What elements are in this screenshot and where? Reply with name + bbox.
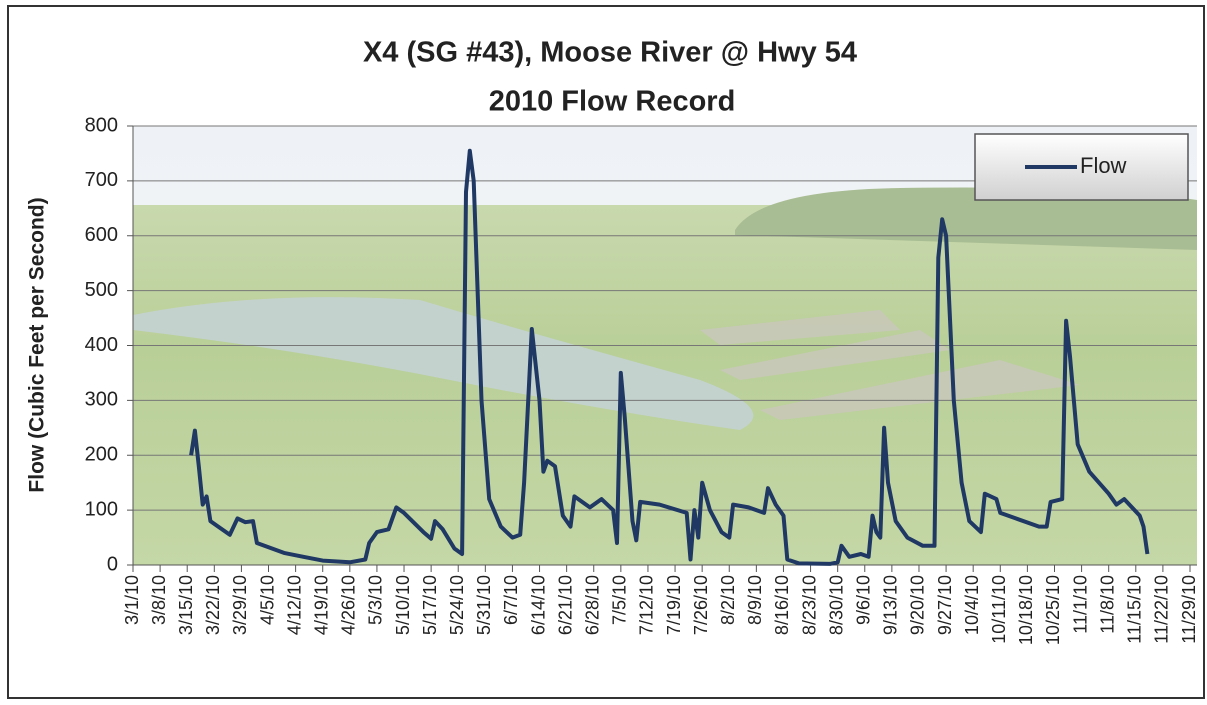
chart-subtitle: 2010 Flow Record (489, 86, 736, 118)
x-tick-label: 4/5/10 (257, 575, 277, 625)
x-tick-label: 8/23/10 (799, 575, 819, 635)
x-tick-label: 7/19/10 (664, 575, 684, 635)
x-tick-label: 8/16/10 (772, 575, 792, 635)
page: X4 (SG #43), Moose River @ Hwy 54 2010 F… (0, 0, 1207, 705)
x-tick-label: 11/15/10 (1125, 575, 1145, 644)
y-tick-label: 0 (107, 553, 118, 575)
x-tick-label: 5/24/10 (447, 575, 467, 635)
y-tick-label: 100 (85, 498, 118, 520)
x-tick-label: 3/1/10 (122, 575, 142, 625)
x-tick-label: 3/8/10 (149, 575, 169, 625)
x-tick-label: 8/2/10 (718, 575, 738, 625)
y-tick-label: 300 (85, 389, 118, 411)
x-tick-label: 10/18/10 (1016, 575, 1036, 645)
x-tick-label: 10/11/10 (989, 575, 1009, 644)
y-tick-label: 700 (85, 169, 118, 191)
x-tick-label: 4/26/10 (339, 575, 359, 635)
x-tick-label: 6/28/10 (582, 575, 602, 635)
x-tick-label: 7/12/10 (637, 575, 657, 635)
x-tick-label: 3/29/10 (230, 575, 250, 635)
x-tick-label: 9/6/10 (854, 575, 874, 625)
x-tick-label: 10/25/10 (1043, 575, 1063, 645)
x-tick-label: 3/22/10 (203, 575, 223, 635)
x-tick-label: 5/3/10 (366, 575, 386, 625)
x-tick-label: 5/31/10 (474, 575, 494, 635)
x-tick-label: 11/22/10 (1152, 575, 1172, 644)
x-tick-label: 4/19/10 (311, 575, 331, 635)
x-tick-label: 11/1/10 (1070, 575, 1090, 634)
y-tick-label: 500 (85, 279, 118, 301)
x-tick-label: 10/4/10 (962, 575, 982, 635)
x-tick-label: 8/9/10 (745, 575, 765, 625)
chart-title: X4 (SG #43), Moose River @ Hwy 54 (363, 37, 857, 69)
x-tick-label: 5/17/10 (420, 575, 440, 635)
chart: X4 (SG #43), Moose River @ Hwy 54 2010 F… (0, 0, 1207, 700)
y-axis-label: Flow (Cubic Feet per Second) (26, 197, 49, 492)
x-tick-label: 9/20/10 (908, 575, 928, 635)
x-tick-label: 7/26/10 (691, 575, 711, 635)
y-tick-label: 600 (85, 224, 118, 246)
x-tick-label: 6/7/10 (501, 575, 521, 625)
x-tick-label: 6/21/10 (555, 575, 575, 635)
x-tick-label: 3/15/10 (176, 575, 196, 635)
legend: Flow (975, 134, 1188, 200)
x-tick-label: 11/8/10 (1097, 575, 1117, 634)
x-tick-label: 9/13/10 (881, 575, 901, 635)
y-tick-label: 400 (85, 334, 118, 356)
legend-label: Flow (1080, 153, 1127, 178)
x-tick-label: 11/29/10 (1179, 575, 1199, 644)
y-tick-label: 800 (85, 114, 118, 136)
y-tick-label: 200 (85, 444, 118, 466)
x-tick-label: 8/30/10 (826, 575, 846, 635)
x-tick-label: 5/10/10 (393, 575, 413, 635)
x-tick-label: 4/12/10 (284, 575, 304, 635)
x-tick-label: 6/14/10 (528, 575, 548, 635)
x-tick-label: 9/27/10 (935, 575, 955, 635)
x-tick-label: 7/5/10 (610, 575, 630, 625)
